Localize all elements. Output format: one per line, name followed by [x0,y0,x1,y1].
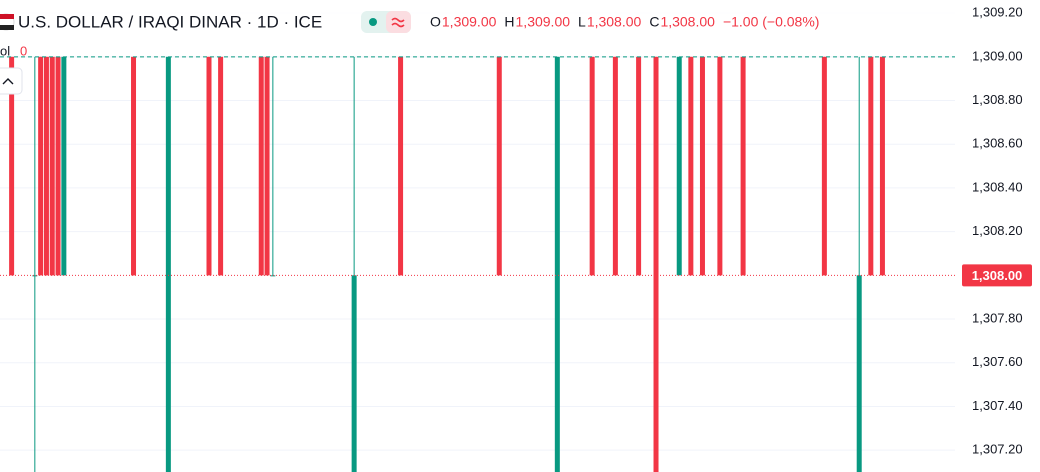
candle-body [32,275,38,277]
candle-body [589,56,595,276]
status-pill[interactable] [386,11,411,33]
last-price-box [962,264,1032,287]
volume-label: ol [0,43,10,58]
candle-body [206,56,212,276]
candle-body [856,275,862,472]
ohlc-value: 1,309.00 [442,14,497,30]
chart-title: U.S. DOLLAR / IRAQI DINAR · 1D · ICE [18,12,322,31]
y-tick-label: 1,307.40 [972,398,1023,413]
y-tick-label: 1,307.60 [972,354,1023,369]
header: U.S. DOLLAR / IRAQI DINAR · 1D · ICE O 1,… [0,4,955,95]
candle-body [636,56,642,276]
candle-body [688,56,694,276]
y-tick-label: 1,308.80 [972,92,1023,107]
candle-body [821,56,827,276]
price-axis: 1,307.20 1,307.40 1,307.60 1,307.80 1,308.20… [962,5,1032,457]
ohlc-key: O [430,14,441,30]
market-open-dot [369,18,377,26]
candle-body [676,56,682,276]
collapse-button[interactable] [0,67,23,95]
candle-body [717,56,723,276]
y-tick-label: 1,308.40 [972,179,1023,194]
candle-body [868,56,874,276]
candle-body [43,56,49,276]
candle-body [699,56,705,276]
delay-icon [391,17,405,28]
ohlc-value: 1,308.00 [660,14,715,30]
candle-body [9,56,15,276]
candle-body [612,56,618,276]
y-tick-label: 1,309.20 [972,5,1023,20]
plot-area [0,56,955,472]
collapse-icon [2,78,14,85]
grid [0,12,955,451]
candle-body [55,56,61,276]
candle-body [740,56,746,276]
y-tick-label: 1,308.20 [972,223,1023,238]
y-tick-label: 1,308.60 [972,136,1023,151]
change-value: −1.00 (−0.08%) [723,14,820,30]
candle-body [218,56,224,276]
ohlc-key: L [578,14,586,30]
header-bg [0,4,955,40]
candle-body [496,56,502,276]
candle-body [61,56,67,276]
ohlc-value: 1,309.00 [516,14,571,30]
y-tick-label: 1,307.20 [972,442,1023,457]
candle-body [38,56,44,276]
candle-body [554,56,560,472]
candle-body [270,275,276,277]
candle-body [258,56,264,276]
candle-body [264,56,270,276]
last-price-label: 1,308.00 [972,268,1023,283]
candle-body [165,56,171,472]
volume-value: 0 [20,43,27,58]
candle-body [879,56,885,276]
ohlc-key: H [504,14,514,30]
candle-body [49,56,55,276]
candle-body [653,56,659,472]
ohlc-key: C [649,14,659,30]
candle-body [351,275,357,472]
y-tick-label: 1,309.00 [972,48,1023,63]
flag-stripe [0,14,14,19]
candle-body [131,56,137,276]
ohlc-legend: O 1,309.00 H 1,309.00 L 1,308.00 C 1,308.00 −1.0… [430,14,819,30]
flag-stripe [0,25,14,30]
ohlc-value: 1,308.00 [587,14,642,30]
candle-body [398,56,404,276]
y-tick-label: 1,307.80 [972,310,1023,325]
